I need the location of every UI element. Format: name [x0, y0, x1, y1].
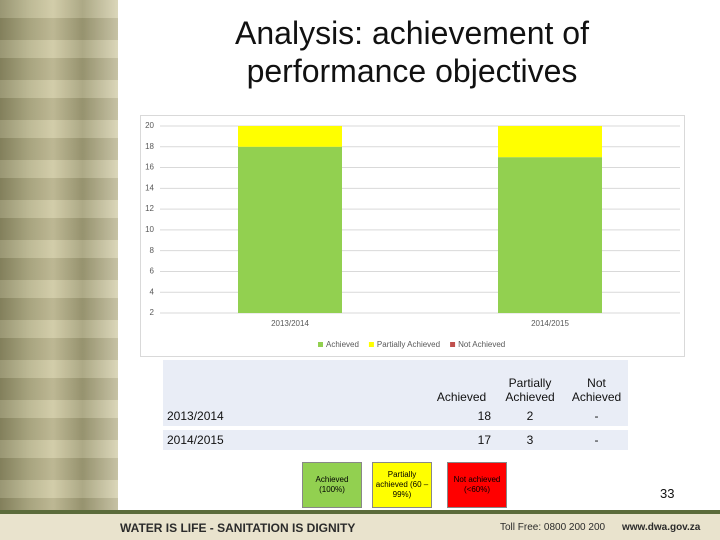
cell: - — [565, 406, 628, 426]
bar-segment — [238, 146, 342, 313]
table-header: Achieved Partially Achieved Not Achieved — [163, 360, 628, 406]
footer-line — [0, 510, 720, 514]
y-tick-label: 2 — [150, 308, 155, 317]
y-tick-label: 12 — [145, 204, 154, 213]
cell: 2 — [495, 406, 565, 426]
background-photo — [0, 0, 118, 512]
footer: WATER IS LIFE - SANITATION IS DIGNITY To… — [0, 514, 720, 540]
key-box: Partially achieved (60 – 99%) — [372, 462, 432, 508]
y-tick-label: 4 — [150, 287, 155, 296]
bar-segment — [498, 157, 602, 313]
header-cell: Achieved — [428, 360, 495, 406]
legend-marker — [318, 342, 323, 347]
key-box: Not achieved (<60%) — [447, 462, 507, 508]
cell: 17 — [428, 430, 495, 450]
legend-marker — [368, 342, 374, 347]
y-tick-label: 8 — [150, 246, 155, 255]
y-tick-label: 16 — [145, 163, 154, 172]
table-row: 2014/2015 17 3 - — [163, 430, 628, 450]
data-table: Achieved Partially Achieved Not Achieved… — [163, 360, 628, 450]
y-tick-label: 20 — [145, 121, 154, 130]
cell: 18 — [428, 406, 495, 426]
header-cell: Partially Achieved — [495, 360, 565, 406]
footer-website: www.dwa.gov.za — [622, 522, 701, 533]
background-texture — [0, 0, 118, 512]
bar-segment — [238, 126, 342, 147]
legend-label: Not Achieved — [458, 340, 505, 349]
cell: - — [565, 430, 628, 450]
y-tick-label: 10 — [145, 225, 154, 234]
chart-frame — [140, 115, 685, 357]
legend-label: Achieved — [326, 340, 359, 349]
legend-label: Partially Achieved — [377, 340, 440, 349]
x-tick-label: 2013/2014 — [271, 319, 309, 328]
header-cell: Not Achieved — [565, 360, 628, 406]
cell: 3 — [495, 430, 565, 450]
footer-phone: Toll Free: 0800 200 200 — [500, 522, 606, 533]
y-tick-label: 6 — [150, 267, 155, 276]
header-cell — [163, 360, 428, 406]
x-tick-label: 2014/2015 — [531, 319, 569, 328]
slide-title: Analysis: achievement of performance obj… — [235, 15, 589, 89]
bar-segment — [498, 126, 602, 158]
table-row: 2013/2014 18 2 - — [163, 406, 628, 426]
y-tick-label: 14 — [145, 183, 154, 192]
key-box: Achieved (100%) — [302, 462, 362, 508]
legend-marker — [450, 342, 456, 347]
row-label: 2014/2015 — [163, 430, 428, 450]
footer-slogan: WATER IS LIFE - SANITATION IS DIGNITY — [120, 521, 356, 535]
page-number: 33 — [660, 486, 675, 501]
row-label: 2013/2014 — [163, 406, 428, 426]
y-tick-label: 18 — [145, 142, 154, 151]
